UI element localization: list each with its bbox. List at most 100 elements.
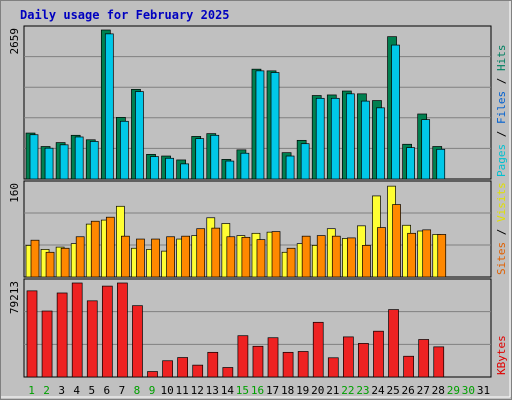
bar-kbytes-day-26 <box>403 355 414 378</box>
bar-sites-day-4 <box>75 236 85 278</box>
legend-word: Sites <box>495 242 508 275</box>
x-tick-label: 30 <box>462 384 475 397</box>
bar-sites-day-20 <box>316 235 326 278</box>
bar-kbytes-day-13 <box>207 351 219 378</box>
x-tick-label: 8 <box>134 384 141 397</box>
bar-kbytes-day-9 <box>147 371 158 378</box>
bar-kbytes-day-14 <box>222 367 234 378</box>
x-tick-label: 21 <box>326 384 339 397</box>
bar-kbytes-day-16 <box>252 345 264 378</box>
x-tick-label: 17 <box>266 384 279 397</box>
bar-kbytes-day-22 <box>343 336 354 378</box>
bar-pages-day-13 <box>210 134 220 180</box>
x-tick-label: 13 <box>206 384 219 397</box>
x-tick-label: 10 <box>160 384 173 397</box>
bar-pages-day-3 <box>59 144 69 180</box>
bar-sites-day-24 <box>377 227 386 278</box>
bar-pages-day-12 <box>195 138 205 180</box>
bar-sites-day-7 <box>121 235 130 278</box>
bar-pages-day-18 <box>285 155 295 180</box>
bar-sites-day-16 <box>256 239 266 278</box>
bar-sites-day-17 <box>271 231 281 278</box>
legend-word: / <box>495 222 508 242</box>
bar-pages-day-22 <box>346 93 355 180</box>
bar-kbytes-day-21 <box>327 357 339 378</box>
bar-kbytes-day-5 <box>86 300 98 378</box>
y-max-label: 160 <box>8 183 21 203</box>
bar-pages-day-14 <box>225 160 235 180</box>
bar-pages-day-1 <box>29 134 39 180</box>
bar-kbytes-day-1 <box>26 290 38 378</box>
legend-visits-sites: Sites / Visits <box>495 182 508 275</box>
bar-sites-day-18 <box>286 247 296 278</box>
x-tick-label: 25 <box>386 384 399 397</box>
legend-word: KBytes <box>495 335 508 375</box>
bar-sites-day-1 <box>30 239 40 278</box>
x-tick-label: 18 <box>281 384 294 397</box>
legend-word: / <box>495 71 508 91</box>
legend-word: / <box>495 124 508 144</box>
x-tick-label: 22 <box>341 384 354 397</box>
bar-sites-day-27 <box>422 229 432 278</box>
x-tick-label: 12 <box>191 384 204 397</box>
panel-visits-sites: 160 Sites / Visits <box>8 180 508 278</box>
x-tick-label: 19 <box>296 384 309 397</box>
bar-kbytes-day-20 <box>312 321 324 378</box>
bar-pages-day-10 <box>165 157 174 180</box>
bar-sites-day-13 <box>211 227 221 278</box>
bar-sites-day-12 <box>196 228 206 278</box>
x-tick-label: 5 <box>88 384 95 397</box>
bar-sites-day-10 <box>166 236 175 278</box>
bar-pages-day-9 <box>150 156 159 180</box>
x-tick-label: 26 <box>402 384 415 397</box>
bar-kbytes-day-18 <box>282 351 294 378</box>
bar-sites-day-11 <box>181 235 190 278</box>
bar-pages-day-8 <box>135 91 144 180</box>
x-tick-label: 31 <box>477 384 490 397</box>
bar-pages-day-28 <box>436 148 446 180</box>
bar-pages-day-5 <box>89 141 99 180</box>
legend-hits-files-pages: Pages / Files / Hits <box>495 45 508 178</box>
bar-sites-day-8 <box>136 238 145 278</box>
bar-sites-day-9 <box>151 238 160 278</box>
x-tick-label: 23 <box>356 384 369 397</box>
panel-kbytes: 79213 KBytes <box>8 278 508 378</box>
x-tick-label: 27 <box>417 384 430 397</box>
legend-word: Hits <box>495 45 508 72</box>
bar-kbytes-day-27 <box>418 339 430 378</box>
x-tick-label: 9 <box>149 384 156 397</box>
bar-pages-day-11 <box>180 163 189 180</box>
x-tick-label: 16 <box>251 384 264 397</box>
bar-sites-day-14 <box>226 236 236 278</box>
bar-sites-day-28 <box>437 234 447 278</box>
bar-sites-day-19 <box>301 235 311 278</box>
bar-sites-day-21 <box>331 235 341 278</box>
bar-sites-day-3 <box>60 247 70 278</box>
bar-pages-day-26 <box>406 147 415 180</box>
bar-kbytes-day-15 <box>237 335 249 378</box>
bar-pages-day-16 <box>255 70 265 180</box>
bar-sites-day-22 <box>347 237 356 278</box>
bar-kbytes-day-6 <box>101 285 113 378</box>
bar-kbytes-day-4 <box>71 282 83 378</box>
bar-pages-day-17 <box>270 72 280 180</box>
legend-word: Visits <box>495 182 508 222</box>
x-tick-label: 6 <box>104 384 111 397</box>
panel-hits-files-pages: 2659 Pages / Files / Hits <box>8 25 508 180</box>
x-tick-label: 24 <box>371 384 385 397</box>
x-tick-label: 20 <box>311 384 324 397</box>
bar-pages-day-25 <box>391 44 400 180</box>
bar-kbytes-day-7 <box>117 282 128 378</box>
bar-pages-day-15 <box>240 152 250 180</box>
bar-kbytes-day-23 <box>358 343 369 378</box>
bar-sites-day-15 <box>241 236 251 278</box>
x-tick-label: 11 <box>176 384 189 397</box>
x-tick-label: 29 <box>447 384 460 397</box>
bar-pages-day-6 <box>104 33 114 180</box>
legend-kbytes: KBytes <box>495 335 508 375</box>
x-tick-label: 14 <box>221 384 235 397</box>
bar-pages-day-24 <box>376 107 385 180</box>
bar-pages-day-23 <box>361 100 370 180</box>
bar-kbytes-day-19 <box>297 351 309 378</box>
bar-pages-day-19 <box>300 143 310 180</box>
